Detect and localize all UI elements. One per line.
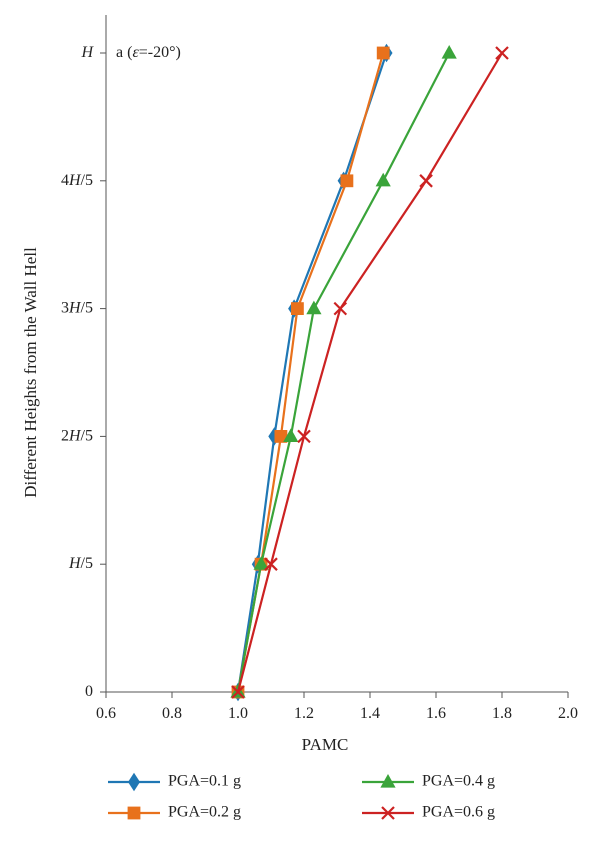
y-tick-label: 0: [85, 683, 93, 700]
legend-label: PGA=0.6 g: [422, 804, 495, 821]
data-point-marker: [376, 46, 390, 60]
axes: 0.6 0.8 1.0 1.2 1.4 1.6 1.8 2.0 0 H/5 2H/5 3H/5 4H/5…: [61, 15, 578, 722]
data-point-marker: [253, 556, 269, 570]
series-layer: [230, 43, 509, 702]
legend-label: PGA=0.2 g: [168, 804, 241, 821]
series-line: [236, 52, 451, 693]
series-line: [236, 52, 385, 693]
x-marker-stroke: [381, 806, 395, 820]
y-tick-label: H: [80, 44, 94, 61]
legend-item-1: PGA=0.1 g: [108, 773, 241, 792]
x-tick-label: 1.6: [426, 705, 446, 722]
y-axis-title: Different Heights from the Wall Hell: [21, 247, 40, 498]
data-point-marker: [283, 428, 299, 442]
x-tick-label: 2.0: [558, 705, 578, 722]
data-point-marker: [419, 174, 433, 188]
x-axis-title: PAMC: [302, 735, 349, 754]
legend-label: PGA=0.1 g: [168, 773, 241, 790]
x-tick-label: 1.4: [360, 705, 380, 722]
x-tick-label: 1.0: [228, 705, 248, 722]
data-point-marker: [333, 301, 348, 316]
data-point-marker: [231, 685, 245, 699]
data-point-marker: [297, 429, 311, 444]
data-point-marker: [306, 300, 322, 315]
legend-marker: [380, 774, 396, 788]
data-point-marker: [274, 430, 288, 443]
x-marker-stroke: [297, 429, 311, 444]
y-tick-label: H/5: [68, 555, 93, 572]
series-line: [236, 52, 503, 693]
data-point-marker: [291, 302, 304, 315]
y-tick-label: 2H/5: [61, 427, 93, 444]
x-marker-stroke: [419, 174, 433, 188]
data-point-marker: [264, 557, 278, 571]
series-3: [230, 45, 457, 698]
x-tick-label: 1.8: [492, 705, 512, 722]
legend-item-3: PGA=0.4 g: [362, 773, 495, 790]
x-marker-stroke: [231, 685, 245, 699]
y-tick-label: 4H/5: [61, 171, 93, 188]
x-tick-label: 0.8: [162, 705, 182, 722]
legend-marker: [381, 806, 395, 820]
y-tick-label: 3H/5: [61, 299, 93, 316]
chart-annotation: a (ε=-20°): [116, 44, 181, 61]
x-marker-stroke: [333, 301, 348, 316]
legend-item-4: PGA=0.6 g: [362, 804, 495, 821]
legend-item-2: PGA=0.2 g: [108, 804, 241, 821]
x-tick-label: 0.6: [96, 705, 116, 722]
data-point-marker: [441, 45, 457, 59]
data-point-marker: [495, 46, 509, 60]
series-1: [232, 43, 393, 702]
x-marker-stroke: [264, 557, 278, 571]
data-point-marker: [340, 174, 354, 188]
x-marker-stroke: [495, 46, 509, 60]
x-tick-label: 1.2: [294, 705, 314, 722]
legend-marker: [128, 772, 140, 792]
legend-marker: [127, 806, 141, 820]
series-line: [236, 52, 388, 693]
legend: PGA=0.1 g PGA=0.2 g PGA=0.4 g PGA=0.6 g: [108, 773, 495, 821]
data-point-marker: [375, 172, 391, 187]
series-4: [231, 46, 509, 699]
legend-label: PGA=0.4 g: [422, 773, 495, 790]
